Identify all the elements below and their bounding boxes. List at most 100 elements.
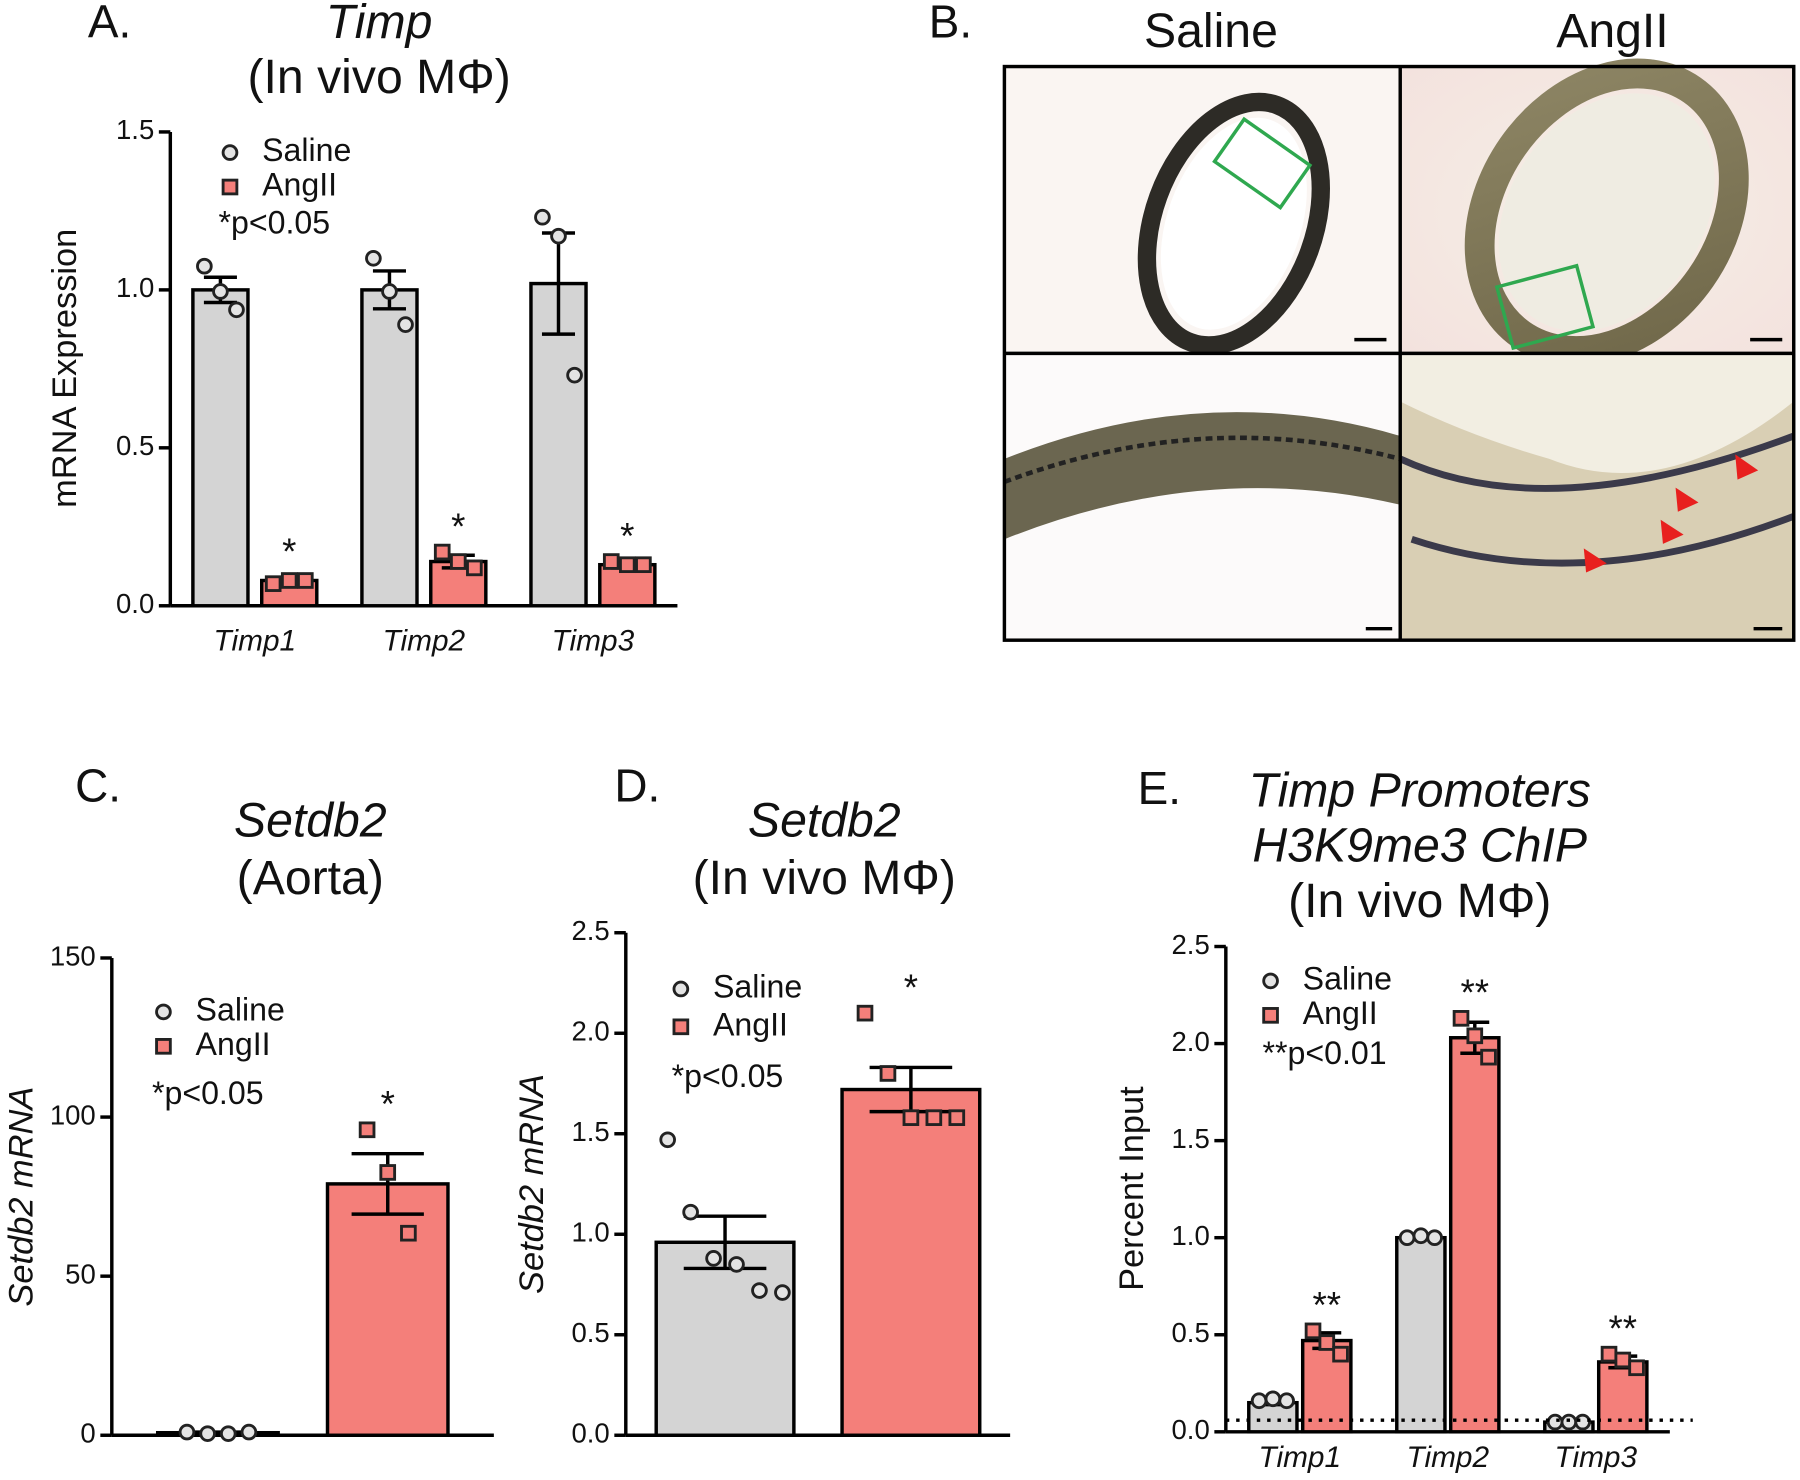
chart-subtitle: (In vivo MΦ) [693,851,956,905]
legend-label: AngII [196,1026,271,1062]
significance-mark: * [451,506,465,547]
y-tick-label: 1.0 [1172,1220,1210,1251]
y-tick-label: 0.5 [116,430,154,461]
data-point [602,553,620,570]
y-axis-label: Setdb2 mRNA [3,1087,41,1307]
data-point [682,1203,699,1221]
arrowhead [1735,454,1759,480]
data-point [948,1109,966,1126]
data-point [728,1256,745,1273]
data-point [566,366,583,384]
y-tick-label: 0.0 [116,588,154,619]
data-point [178,1423,196,1441]
y-tick-label: 100 [50,1099,96,1130]
data-point [1480,1048,1497,1066]
elastic-lamina [1003,435,1401,485]
inset-box [1212,116,1313,210]
data-point [212,283,229,300]
bar [360,288,419,608]
data-point [433,543,451,561]
y-tick-label: 2.0 [571,1016,609,1047]
data-point [466,559,483,577]
chart-title: H3K9me3 ChIP [1252,819,1587,873]
bar [191,288,250,608]
significance-mark: * [282,531,296,572]
x-tick-label: Timp1 [1259,1441,1342,1474]
data-point [297,572,314,589]
data-point [379,1164,397,1181]
y-axis-label: mRNA Expression [46,229,84,508]
data-point [240,1423,258,1441]
y-tick-label: 0.5 [571,1317,609,1348]
column-title: Saline [1144,4,1278,58]
data-point [196,257,213,275]
significance-note: **p<0.01 [1263,1035,1387,1071]
x-tick-label: Timp3 [552,624,635,657]
vessel-wall [1137,92,1330,355]
arrowhead [1583,548,1607,573]
data-point [381,283,398,300]
legend-label: Saline [1303,960,1392,996]
data-point [1600,1345,1618,1363]
panel-label: B. [929,0,972,47]
bar [325,1182,450,1437]
significance-mark: * [620,515,634,556]
arrowhead [1675,487,1699,512]
x-tick-label: Timp3 [1555,1441,1638,1474]
data-point [705,1250,722,1267]
data-point [659,1131,676,1149]
panel-label: E. [1138,762,1181,814]
data-point [1628,1359,1645,1377]
panel-b: B. Saline AngII [929,0,1796,642]
chart-title: Setdb2 [234,793,387,847]
y-tick-label: 1.5 [1172,1123,1210,1154]
y-tick-label: 2.0 [1172,1026,1210,1057]
data-point [1250,1392,1268,1410]
data-point [635,556,652,574]
legend-label: AngII [713,1006,788,1042]
data-point [1574,1413,1591,1431]
chart-title: Timp [326,0,433,49]
legend-marker [155,1038,172,1055]
data-point [856,1004,874,1022]
y-tick-label: 0.0 [571,1418,609,1449]
data-point [751,1282,768,1299]
legend-label: Saline [713,968,802,1004]
data-point [228,301,245,319]
significance-mark: ** [1609,1308,1638,1349]
data-point [925,1109,943,1126]
bar [1448,1036,1501,1434]
y-tick-label: 1.5 [571,1116,609,1147]
y-tick-label: 150 [50,940,96,971]
arrowhead [1660,519,1684,544]
data-point [879,1065,897,1082]
data-point [774,1284,791,1301]
chart-title: Setdb2 [748,793,901,847]
legend-marker [1262,1007,1279,1024]
data-point [1318,1334,1336,1351]
y-tick-label: 0.5 [1172,1317,1210,1348]
data-point [1426,1229,1443,1247]
significance-mark: * [381,1084,395,1125]
data-point [1332,1345,1349,1363]
data-point [219,1425,237,1442]
significance-note: *p<0.05 [152,1075,264,1111]
data-point [902,1109,920,1126]
y-axis-label: Percent Input [1113,1086,1151,1291]
legend-label: AngII [262,166,337,202]
data-point [1452,1010,1470,1027]
y-tick-label: 0 [80,1418,95,1449]
data-point [358,1121,376,1139]
data-point [534,208,551,226]
chart-subtitle: (Aorta) [237,851,384,905]
data-point [264,575,282,592]
vessel-wall [1464,58,1749,366]
panel-label: A. [88,0,131,47]
y-tick-label: 50 [65,1258,96,1289]
data-point [199,1425,216,1442]
legend-label: Saline [196,991,285,1027]
data-point [1264,1390,1282,1408]
panel-label: C. [75,759,121,811]
